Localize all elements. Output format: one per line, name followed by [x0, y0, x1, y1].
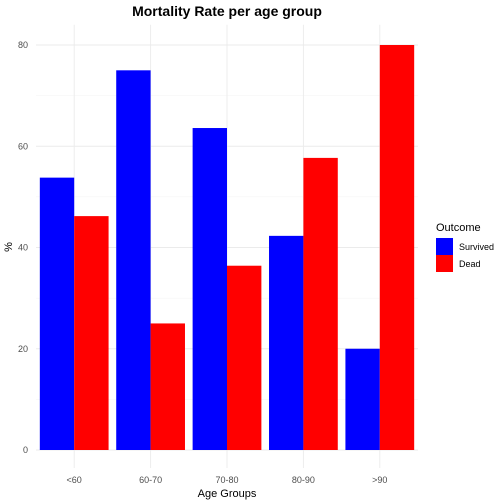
- bar-dead-4: [303, 157, 338, 451]
- bar-survived-1: [39, 177, 75, 450]
- bar-survived-4: [269, 235, 304, 450]
- x-tick-label: <60: [67, 475, 82, 485]
- x-tick-labels: <60 60-70 70-80 80-90 >90: [67, 475, 388, 485]
- bar-dead-2: [150, 323, 185, 450]
- legend-label-survived: Survived: [459, 242, 494, 252]
- y-tick-label: 60: [18, 141, 28, 151]
- legend: Outcome Survived Dead: [436, 222, 494, 272]
- bar-dead-1: [74, 216, 109, 450]
- bar-survived-5: [345, 348, 380, 450]
- chart-title: Mortality Rate per age group: [132, 3, 322, 19]
- bar-survived-3: [192, 128, 227, 450]
- x-tick-label: 60-70: [139, 475, 162, 485]
- x-tick-label: 70-80: [215, 475, 238, 485]
- y-tick-label: 20: [18, 344, 28, 354]
- y-tick-label: 0: [23, 445, 28, 455]
- bar-dead-3: [227, 265, 262, 450]
- y-tick-label: 40: [18, 243, 28, 253]
- y-axis-title: %: [3, 242, 15, 252]
- x-axis-title: Age Groups: [198, 488, 257, 500]
- legend-key-dead: [436, 255, 453, 272]
- bar-dead-5: [379, 45, 415, 450]
- x-tick-label: 80-90: [292, 475, 315, 485]
- legend-label-dead: Dead: [459, 259, 481, 269]
- x-tick-label: >90: [372, 475, 387, 485]
- bars: [39, 45, 415, 451]
- bar-survived-2: [116, 70, 151, 450]
- legend-key-survived: [436, 238, 453, 255]
- y-tick-label: 80: [18, 40, 28, 50]
- y-tick-labels: 0 20 40 60 80: [18, 40, 28, 455]
- legend-title: Outcome: [436, 222, 481, 234]
